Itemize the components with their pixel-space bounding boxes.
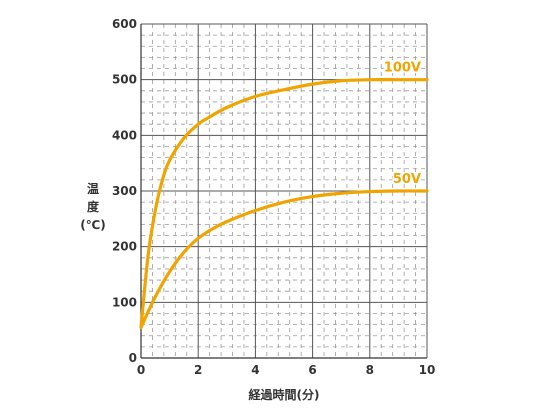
axes [140, 24, 427, 359]
x-axis-label: 経過時間(分) [249, 387, 320, 402]
y-axis-label-line-1: 温 [87, 182, 99, 196]
series-line-100v [139, 77, 429, 329]
y-axis-label: 温 度 (℃) [80, 182, 106, 232]
y-tick-label: 200 [112, 240, 137, 254]
series-label-50v: 50V [393, 172, 421, 187]
y-tick-label: 400 [112, 128, 137, 142]
x-tick-label: 2 [194, 363, 202, 377]
y-tick-label: 0 [129, 351, 137, 365]
y-axis-label-line-2: 度 [87, 199, 100, 214]
x-tick-label: 4 [251, 363, 259, 377]
y-axis-label-line-3: (℃) [80, 218, 106, 232]
y-tick-label: 100 [112, 295, 137, 309]
series-line-50v [139, 189, 429, 329]
y-tick-label: 300 [112, 184, 137, 198]
y-tick-label: 500 [112, 73, 137, 87]
series [139, 77, 429, 329]
y-tick-label: 600 [112, 17, 137, 31]
x-tick-label: 0 [137, 363, 145, 377]
x-tick-label: 6 [308, 363, 316, 377]
series-label-100v: 100V [384, 61, 421, 76]
x-tick-label: 8 [366, 363, 374, 377]
x-tick-label: 10 [419, 363, 436, 377]
series-labels: 100V 50V [382, 59, 422, 188]
